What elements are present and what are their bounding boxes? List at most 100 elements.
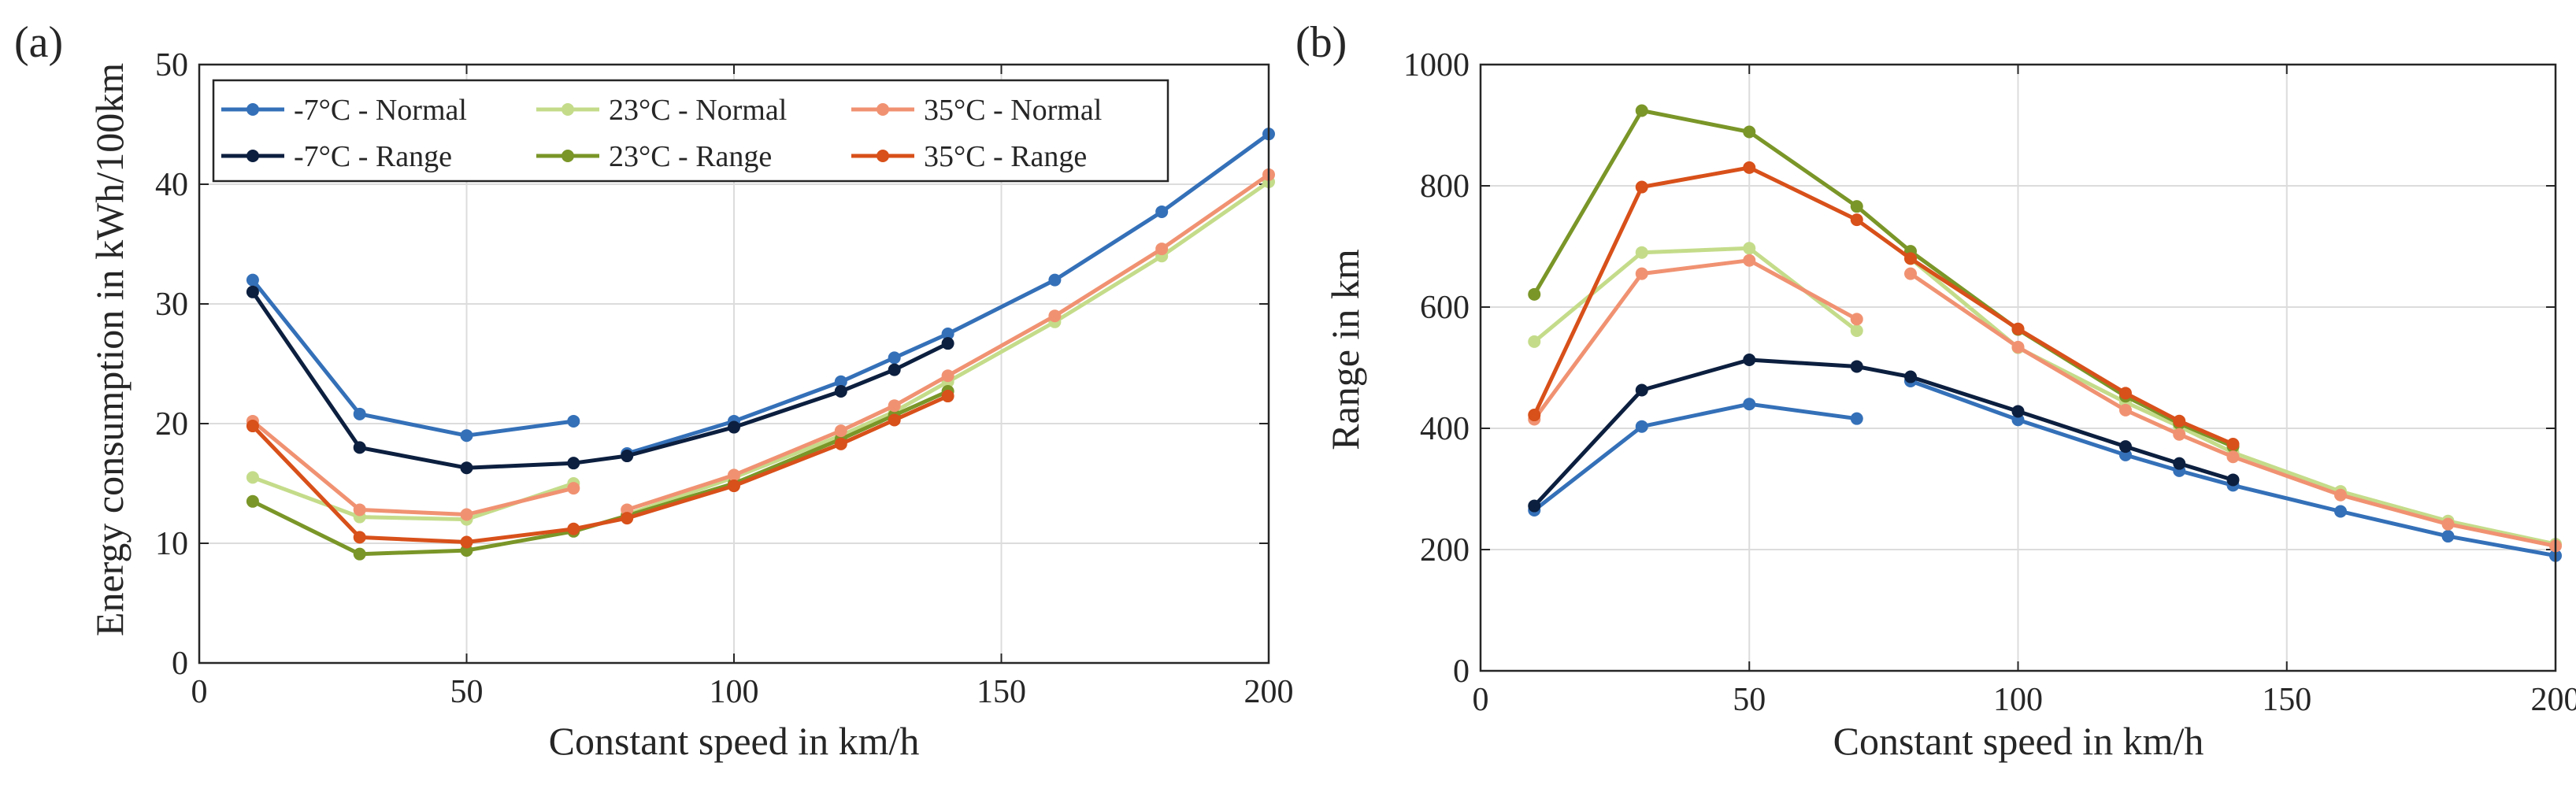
data-point [1743,254,1755,267]
data-point [2173,457,2185,470]
data-point [246,471,259,483]
legend-label: 23°C - Normal [609,94,787,127]
y-tick-label: 10 [155,526,188,562]
x-tick-label: 0 [1473,682,1489,718]
y-tick-label: 40 [155,167,188,203]
data-point [2334,489,2347,502]
data-point [1851,324,1863,337]
legend-swatch-marker [877,103,889,116]
legend-swatch-marker [562,103,574,116]
data-point [461,461,473,474]
data-point [461,429,473,442]
data-point [2227,438,2240,450]
data-point [2173,415,2185,428]
data-point [354,548,366,561]
data-point [354,531,366,543]
data-point [1743,125,1755,138]
data-point [888,413,901,426]
data-point [2442,530,2455,542]
data-point [1048,274,1061,287]
data-point [621,450,633,462]
data-point [1851,413,1863,425]
x-tick-label: 50 [450,674,484,710]
data-point [835,385,847,398]
legend-label: 35°C - Normal [924,94,1102,127]
series-line [1534,404,1857,510]
y-tick-label: 800 [1420,168,1470,205]
data-point [942,337,954,350]
x-tick-label: 150 [2262,682,2311,718]
data-point [2012,341,2025,354]
data-point [888,351,901,364]
data-point [1743,161,1755,174]
legend-swatch-marker [877,150,889,162]
data-point [567,457,580,469]
data-point [942,390,954,402]
data-point [354,408,366,420]
legend-swatch-marker [562,150,574,162]
data-point [1904,252,1917,265]
panel-label-a: (a) [14,18,63,67]
legend-label: -7°C - Range [294,140,452,173]
x-tick-label: 200 [2531,682,2576,718]
data-point [1636,181,1648,194]
y-tick-label: 600 [1420,290,1470,326]
data-point [1636,246,1648,259]
data-point [1636,268,1648,280]
legend-label: -7°C - Normal [294,94,467,127]
data-point [1851,313,1863,325]
data-point [2334,505,2347,517]
data-point [2119,440,2132,453]
data-point [1636,420,1648,433]
data-point [888,364,901,376]
data-point [1528,288,1540,301]
data-point [246,274,259,287]
data-point [1528,409,1540,421]
data-point [1904,371,1917,383]
panel-label-b: (b) [1295,18,1347,67]
ylabel-b: Range in km [1323,249,1367,450]
data-point [2012,323,2025,335]
x-tick-label: 150 [977,674,1026,710]
data-point [2173,428,2185,441]
data-point [835,438,847,450]
data-point [728,421,740,434]
data-point [1636,105,1648,117]
data-point [2227,473,2240,486]
xlabel-b: Constant speed in km/h [1833,719,2204,763]
data-point [2442,518,2455,531]
y-tick-label: 400 [1420,411,1470,447]
xlabel-a: Constant speed in km/h [549,719,920,763]
data-point [567,482,580,494]
data-point [1636,383,1648,396]
data-point [461,509,473,521]
data-point [888,399,901,412]
data-point [1851,213,1863,226]
data-point [246,420,259,432]
series-line [1534,261,1857,420]
data-point [246,286,259,298]
data-point [1743,398,1755,410]
legend-swatch-marker [246,103,259,116]
legend-label: 23°C - Range [609,140,772,173]
data-point [2227,450,2240,463]
data-point [1528,335,1540,348]
data-point [1528,500,1540,513]
x-tick-label: 100 [710,674,759,710]
x-tick-label: 100 [1993,682,2043,718]
y-tick-label: 0 [1453,654,1470,690]
legend-label: 35°C - Range [924,140,1087,173]
series-line [1534,360,2233,506]
data-point [1743,354,1755,366]
data-point [354,503,366,516]
y-tick-label: 20 [155,406,188,442]
data-point [354,441,366,454]
ylabel-a: Energy consumption in kWh/100km [87,63,132,636]
data-point [942,369,954,382]
data-point [835,424,847,437]
x-tick-label: 50 [1733,682,1766,718]
data-point [1155,206,1168,218]
data-point [2119,404,2132,417]
y-tick-label: 200 [1420,532,1470,568]
